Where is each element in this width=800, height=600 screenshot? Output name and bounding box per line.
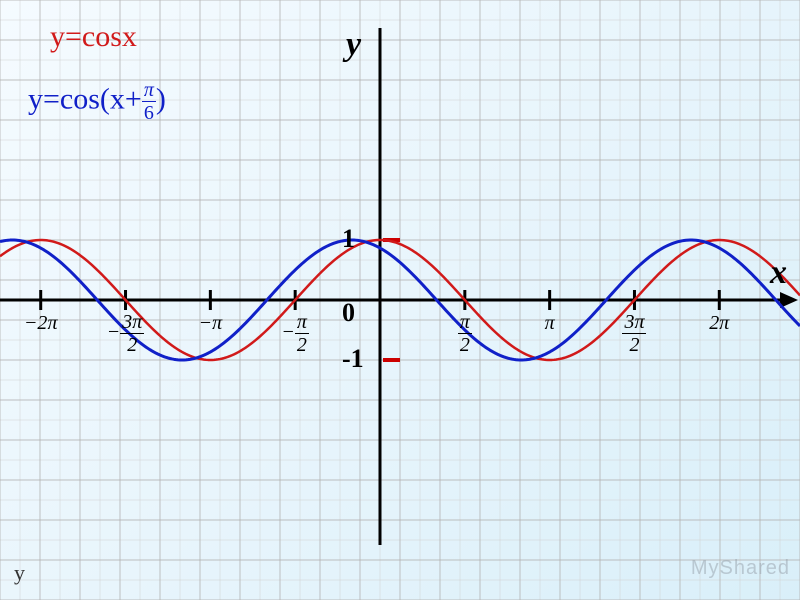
y-tick-0: 1 xyxy=(342,224,355,254)
x-tick-0: −2π xyxy=(16,312,66,335)
x-tick-2: −π xyxy=(185,312,235,335)
legend-entry-0: y=cosx xyxy=(50,20,137,54)
y-tick-2: -1 xyxy=(342,344,364,374)
x-tick-1: −3π2 xyxy=(101,312,151,355)
chart-root: { "chart": { "type": "line", "width": 80… xyxy=(0,0,800,600)
stray-y-label: y xyxy=(14,560,25,586)
legend-entry-1: y=cos(x+π6) xyxy=(28,80,166,123)
y-tick-1: 0 xyxy=(342,298,355,328)
x-tick-7: 2π xyxy=(694,312,744,335)
x-tick-5: π xyxy=(525,312,575,335)
x-tick-3: −π2 xyxy=(270,312,320,355)
x-tick-6: 3π2 xyxy=(609,312,659,355)
axis-y-label: y xyxy=(346,26,361,64)
watermark: MyShared xyxy=(691,557,790,580)
axis-x-label: x xyxy=(770,254,787,292)
x-tick-4: π2 xyxy=(440,312,490,355)
